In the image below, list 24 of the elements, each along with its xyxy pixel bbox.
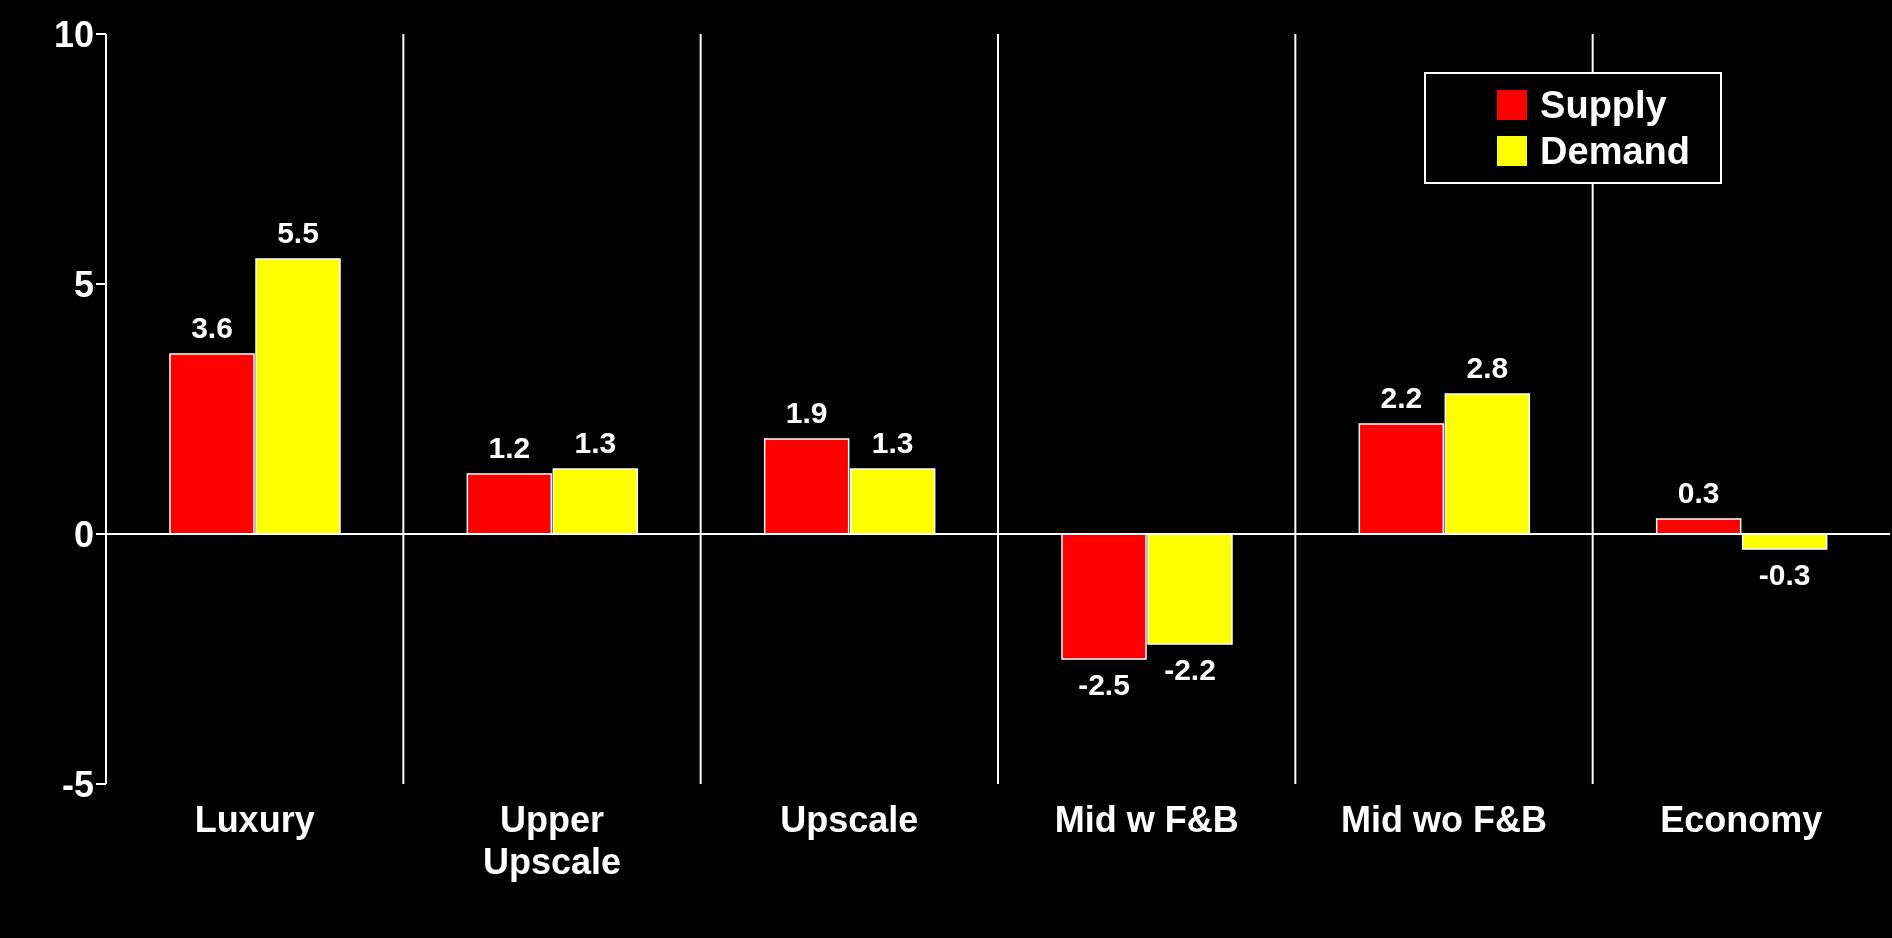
y-tick-label: 0 [73, 513, 94, 555]
data-label: 2.2 [1380, 381, 1423, 414]
data-label: -2.5 [1078, 668, 1130, 701]
data-label: 2.8 [1466, 351, 1509, 384]
data-label: 0.3 [1677, 476, 1720, 509]
x-tick-label: Upper Upscale [482, 799, 622, 882]
data-label: 1.3 [574, 426, 617, 459]
x-tick-label: Upscale [780, 799, 919, 840]
x-tick-label: Luxury [194, 799, 315, 840]
data-label: 1.3 [871, 426, 914, 459]
legend-label: Supply [1540, 83, 1667, 127]
data-label: 5.5 [277, 216, 319, 249]
y-tick-label: 5 [73, 263, 94, 305]
data-label: -2.2 [1164, 653, 1216, 686]
x-tick-label: Economy [1660, 799, 1823, 840]
data-label: 1.2 [488, 431, 531, 464]
x-tick-label: Mid wo F&B [1341, 799, 1547, 840]
data-label: 1.9 [785, 396, 828, 429]
y-tick-label: 10 [53, 13, 94, 55]
legend-label: Demand [1540, 129, 1690, 173]
x-tick-label: Mid w F&B [1054, 799, 1239, 840]
y-tick-label: -5 [61, 763, 94, 805]
data-label: 3.6 [191, 311, 233, 344]
data-label: -0.3 [1758, 558, 1811, 591]
